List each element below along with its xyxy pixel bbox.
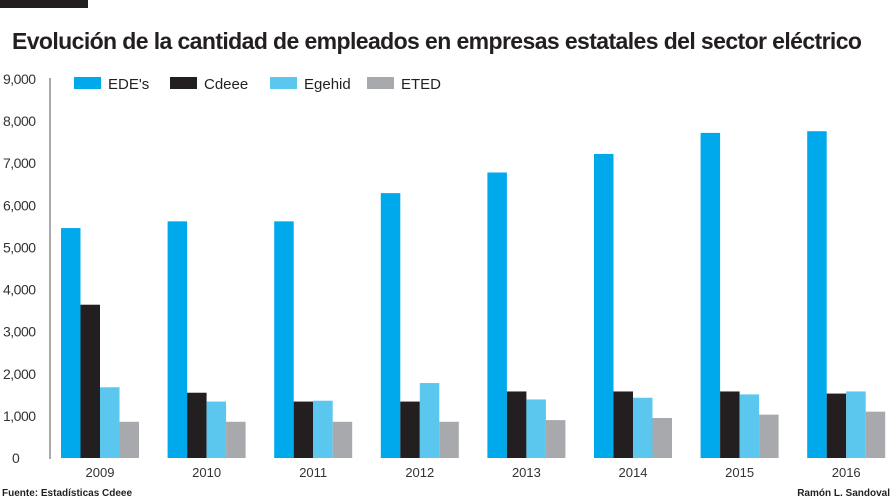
bar-cdeee-2016 <box>826 393 847 458</box>
bar-eted-2012 <box>439 421 459 458</box>
bar-eted-2013 <box>545 420 566 458</box>
x-tick-label: 2011 <box>299 465 327 480</box>
source-note: Fuente: Estadísticas Cdeee <box>2 488 133 499</box>
y-tick-label: 9,000 <box>3 71 36 87</box>
bar-egehid-2011 <box>313 400 333 458</box>
legend-swatch-egehid <box>270 77 297 89</box>
x-tick-label: 2009 <box>86 465 115 480</box>
bar-cdeee-2015 <box>720 391 740 458</box>
bar-cdeee-2013 <box>506 391 527 458</box>
x-tick-label: 2014 <box>619 465 648 480</box>
legend-swatch-cdeee <box>170 77 197 89</box>
bar-edes-2012 <box>380 193 401 459</box>
chart-title: Evolución de la cantidad de empleados en… <box>12 28 862 54</box>
legend-label: EDE's <box>108 76 149 93</box>
bar-eted-2015 <box>759 414 779 458</box>
x-tick-label: 2010 <box>192 465 221 480</box>
x-tick-label: 2012 <box>405 465 434 480</box>
y-tick-label: 6,000 <box>3 197 36 213</box>
bar-eted-2011 <box>332 421 353 458</box>
bar-cdeee-2014 <box>613 391 633 458</box>
author-credit: Ramón L. Sandoval <box>797 488 890 499</box>
y-tick-label: 7,000 <box>3 155 36 171</box>
bar-cdeee-2011 <box>293 401 314 458</box>
bar-eted-2014 <box>652 417 672 458</box>
bar-egehid-2014 <box>633 397 653 458</box>
bar-edes-2010 <box>167 221 188 458</box>
x-tick-label: 2013 <box>512 465 541 480</box>
bar-eted-2010 <box>226 421 246 458</box>
bar-eted-2009 <box>119 421 139 458</box>
legend-label: ETED <box>401 76 441 93</box>
y-tick-label: 5,000 <box>3 239 36 255</box>
bar-edes-2014 <box>594 153 614 459</box>
y-tick-label: 4,000 <box>3 282 36 298</box>
bar-eted-2016 <box>865 411 886 458</box>
bar-cdeee-2012 <box>400 401 420 458</box>
bar-egehid-2016 <box>846 391 866 458</box>
legend-label: Cdeee <box>204 76 248 93</box>
x-tick-label: 2016 <box>832 465 861 480</box>
bar-egehid-2012 <box>419 383 440 458</box>
bar-edes-2013 <box>487 172 507 458</box>
bar-edes-2016 <box>807 131 827 458</box>
header-bar <box>0 0 88 8</box>
bar-egehid-2013 <box>526 399 546 458</box>
bar-egehid-2015 <box>739 394 760 458</box>
bar-cdeee-2010 <box>187 392 207 458</box>
bar-cdeee-2009 <box>80 304 100 458</box>
bar-edes-2015 <box>700 132 721 458</box>
bar-edes-2009 <box>61 228 81 458</box>
y-tick-label: 8,000 <box>3 113 36 129</box>
bar-egehid-2010 <box>206 401 227 458</box>
y-tick-label: 1,000 <box>3 408 36 424</box>
legend-label: Egehid <box>304 76 351 93</box>
y-tick-label: 2,000 <box>3 366 36 382</box>
y-tick-label: 0 <box>12 450 20 466</box>
x-tick-label: 2015 <box>725 465 754 480</box>
legend-swatch-edes <box>74 77 101 89</box>
bar-egehid-2009 <box>100 387 120 458</box>
legend-swatch-eted <box>367 77 394 89</box>
bar-edes-2011 <box>274 221 294 458</box>
y-tick-label: 3,000 <box>3 324 36 340</box>
